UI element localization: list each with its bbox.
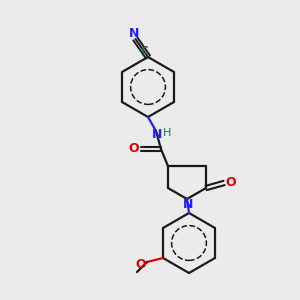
Text: N: N xyxy=(183,199,193,212)
Text: N: N xyxy=(129,28,140,40)
Text: C: C xyxy=(141,46,148,56)
Text: O: O xyxy=(129,142,139,154)
Text: O: O xyxy=(136,257,146,271)
Text: H: H xyxy=(163,128,171,138)
Text: O: O xyxy=(226,176,236,188)
Text: N: N xyxy=(152,128,162,142)
